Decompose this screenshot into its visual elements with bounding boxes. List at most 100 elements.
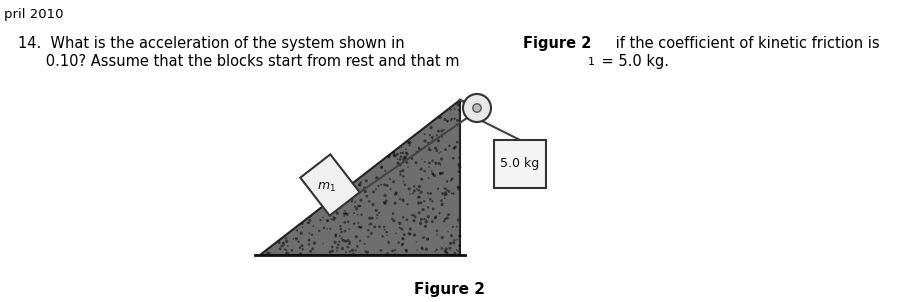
Point: [382, 153, 397, 158]
Point: [414, 190, 428, 195]
Point: [335, 230, 349, 234]
Point: [390, 152, 404, 157]
Point: [354, 198, 369, 203]
Point: [301, 221, 316, 226]
Text: = 5.0 kg.: = 5.0 kg.: [596, 54, 669, 69]
Bar: [494, 140, 546, 188]
Point: [439, 250, 454, 255]
Point: [365, 216, 380, 220]
Point: [415, 236, 430, 240]
Point: [387, 218, 402, 223]
Point: [435, 246, 449, 251]
Point: [317, 225, 332, 230]
Point: [337, 229, 352, 233]
Point: [262, 251, 277, 256]
Point: [438, 249, 453, 254]
Point: [411, 195, 425, 200]
Point: [351, 204, 366, 209]
Point: [425, 158, 440, 163]
Point: [400, 217, 414, 222]
Point: [399, 147, 414, 152]
Point: [369, 187, 383, 192]
Point: [378, 201, 392, 205]
Point: [386, 211, 401, 216]
Point: [422, 145, 437, 150]
Point: [397, 232, 412, 237]
Point: [395, 198, 410, 202]
Point: [409, 160, 424, 165]
Point: [407, 233, 422, 237]
Point: [374, 165, 389, 170]
Point: [377, 200, 391, 205]
Point: [348, 248, 363, 253]
Point: [341, 238, 356, 243]
Point: [312, 229, 326, 233]
Point: [295, 247, 310, 252]
Point: [358, 249, 373, 254]
Point: [328, 216, 343, 221]
Point: [345, 196, 359, 201]
Point: [354, 225, 369, 230]
Point: [354, 212, 369, 217]
Point: [450, 102, 465, 107]
Point: [375, 234, 390, 239]
Point: [419, 220, 434, 224]
Point: [392, 225, 407, 230]
Point: [369, 175, 384, 180]
Point: [337, 214, 352, 219]
Point: [403, 226, 417, 231]
Point: [349, 207, 364, 211]
Point: [281, 252, 296, 257]
Point: [276, 241, 290, 246]
Polygon shape: [301, 154, 359, 216]
Point: [353, 180, 368, 185]
Point: [346, 210, 361, 215]
Point: [440, 251, 455, 256]
Point: [438, 190, 453, 195]
Point: [451, 217, 466, 222]
Point: [295, 243, 310, 248]
Point: [357, 185, 372, 190]
Point: [279, 248, 294, 252]
Point: [302, 231, 317, 236]
Point: [414, 157, 429, 162]
Point: [396, 157, 411, 162]
Point: [425, 199, 439, 204]
Point: [334, 227, 348, 232]
Point: [343, 240, 357, 245]
Point: [289, 228, 304, 233]
Point: [338, 211, 353, 216]
Point: [393, 169, 408, 174]
Point: [343, 187, 357, 192]
Point: [401, 140, 415, 145]
Point: [337, 208, 352, 213]
Point: [433, 115, 448, 120]
Point: [436, 191, 450, 196]
Point: [323, 226, 337, 231]
Point: [396, 215, 411, 220]
Point: [409, 239, 424, 244]
Point: [272, 240, 287, 245]
Point: [419, 247, 434, 252]
Point: [450, 237, 465, 242]
Point: [414, 177, 429, 182]
Point: [295, 225, 310, 230]
Point: [441, 229, 456, 234]
Point: [400, 160, 414, 165]
Point: [326, 215, 341, 220]
Point: [423, 191, 437, 196]
Point: [374, 182, 389, 187]
Point: [362, 216, 377, 221]
Point: [383, 187, 398, 191]
Circle shape: [472, 104, 482, 112]
Point: [433, 171, 448, 176]
Point: [330, 248, 345, 253]
Point: [431, 129, 446, 133]
Point: [398, 155, 413, 159]
Point: [304, 232, 319, 237]
Point: [404, 156, 419, 161]
Point: [392, 157, 407, 162]
Point: [388, 252, 403, 256]
Point: [320, 218, 335, 223]
Point: [372, 224, 387, 229]
